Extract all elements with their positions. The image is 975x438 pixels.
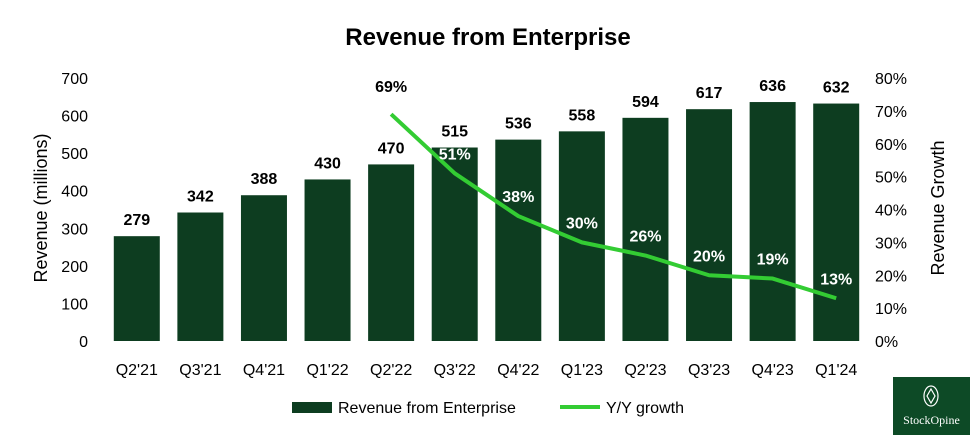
y2-tick-label: 80% [875, 71, 907, 88]
bar-value-label: 279 [123, 212, 150, 229]
legend-label-growth: Y/Y growth [606, 400, 684, 417]
bar-value-label: 536 [505, 116, 532, 133]
growth-value-label: 69% [375, 79, 407, 96]
growth-value-label: 26% [629, 229, 661, 246]
bar [240, 195, 287, 341]
y-tick-label: 600 [61, 109, 88, 126]
growth-value-label: 13% [820, 271, 852, 288]
x-tick-label: Q3'21 [179, 362, 221, 379]
y-tick-label: 300 [61, 221, 88, 238]
chart-title: Revenue from Enterprise [345, 24, 630, 51]
y-tick-label: 0 [79, 334, 88, 351]
x-tick-label: Q3'23 [688, 362, 730, 379]
x-tick-label: Q4'21 [243, 362, 285, 379]
x-tick-label: Q1'23 [561, 362, 603, 379]
growth-value-label: 51% [439, 146, 471, 163]
bar [622, 117, 669, 341]
growth-value-label: 20% [693, 248, 725, 265]
bar [368, 164, 415, 341]
bar-value-label: 388 [251, 171, 278, 188]
bar [813, 103, 860, 341]
bar-value-label: 617 [696, 85, 723, 102]
bar [431, 147, 478, 341]
legend: Revenue from Enterprise Y/Y growth [292, 400, 684, 417]
bar-value-label: 342 [187, 189, 214, 206]
x-axis-ticks: Q2'21 Q3'21 Q4'21 Q1'22 Q2'22 Q3'22 Q4'22 Q1'23… [116, 362, 858, 379]
bar-value-label: 558 [569, 107, 596, 124]
y-axis-ticks: 0 100 200 300 400 500 600 700 [61, 71, 88, 351]
bar-value-label: 470 [378, 140, 405, 157]
legend-swatch-revenue [292, 402, 332, 413]
bar-value-label: 636 [759, 78, 786, 95]
bar [304, 179, 351, 341]
y-tick-label: 100 [61, 296, 88, 313]
bar [686, 109, 733, 341]
growth-value-label: 19% [757, 252, 789, 269]
x-tick-label: Q4'22 [497, 362, 539, 379]
bar [495, 139, 542, 341]
y2-tick-label: 60% [875, 137, 907, 154]
bar [177, 212, 224, 341]
bar-value-label: 594 [632, 94, 659, 111]
y2-tick-label: 10% [875, 301, 907, 318]
y-tick-label: 200 [61, 259, 88, 276]
bar-data-labels: 279 342 388 430 470 515 536 558 594 617 636 632 [123, 78, 849, 229]
y2-tick-label: 20% [875, 268, 907, 285]
legend-label-revenue: Revenue from Enterprise [338, 400, 516, 417]
bar-series [113, 102, 860, 341]
logo-leaf-icon [923, 385, 939, 407]
y2-tick-label: 50% [875, 170, 907, 187]
y2-axis-ticks: 0% 10% 20% 30% 40% 50% 60% 70% 80% [875, 71, 907, 351]
line-series [389, 112, 837, 301]
bar-value-label: 430 [314, 155, 341, 172]
y2-tick-label: 30% [875, 235, 907, 252]
bar-value-label: 632 [823, 80, 850, 97]
y-axis-label: Revenue (millions) [31, 133, 51, 282]
growth-value-label: 30% [566, 215, 598, 232]
logo-text: StockOpine [903, 413, 960, 427]
x-tick-label: Q1'24 [815, 362, 857, 379]
bar [113, 236, 160, 341]
x-tick-label: Q1'22 [306, 362, 348, 379]
x-tick-label: Q2'23 [624, 362, 666, 379]
stockopine-logo: StockOpine [893, 377, 970, 435]
x-tick-label: Q2'22 [370, 362, 412, 379]
x-tick-label: Q4'23 [752, 362, 794, 379]
bar [749, 102, 796, 341]
y-tick-label: 400 [61, 184, 88, 201]
y2-tick-label: 70% [875, 104, 907, 121]
line-data-labels: 69% 51% 38% 30% 26% 20% 19% 13% [375, 79, 852, 288]
x-tick-label: Q3'22 [434, 362, 476, 379]
y2-tick-label: 0% [875, 334, 898, 351]
x-tick-label: Q2'21 [116, 362, 158, 379]
growth-line [389, 112, 837, 301]
bar-value-label: 515 [441, 124, 468, 141]
y-tick-label: 700 [61, 71, 88, 88]
growth-value-label: 38% [502, 189, 534, 206]
y2-tick-label: 40% [875, 203, 907, 220]
y-tick-label: 500 [61, 146, 88, 163]
y2-axis-label: Revenue Growth [928, 140, 948, 275]
